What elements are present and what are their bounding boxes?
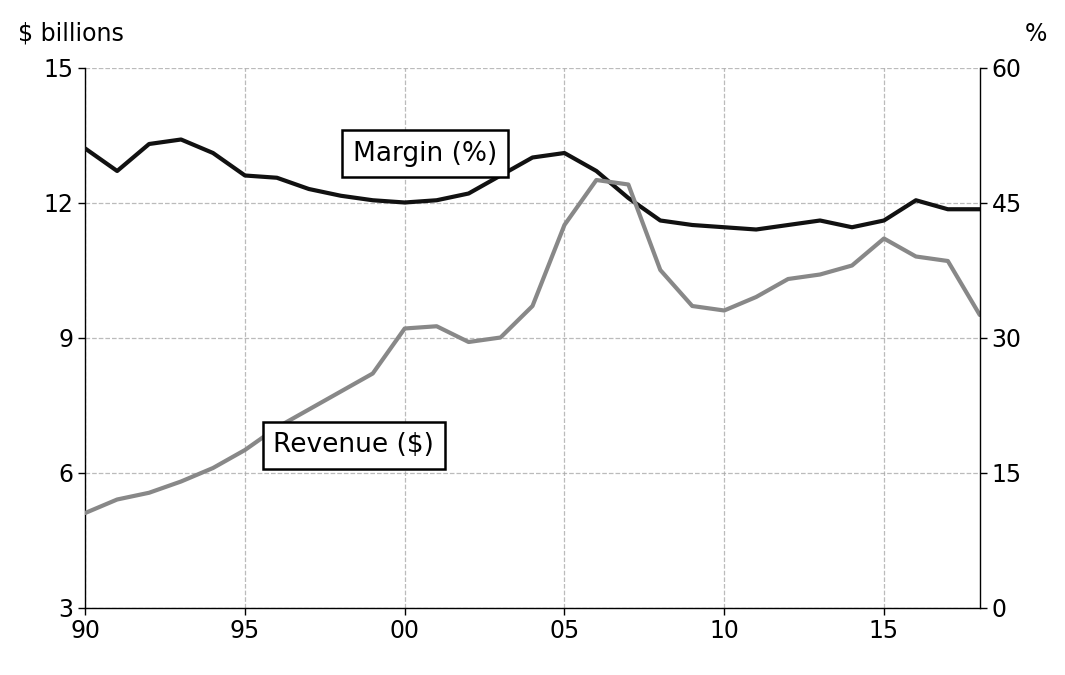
Text: Margin (%): Margin (%) [353,141,497,167]
Text: %: % [1025,22,1047,46]
Text: $ billions: $ billions [18,22,124,46]
Text: Revenue ($): Revenue ($) [273,433,435,458]
